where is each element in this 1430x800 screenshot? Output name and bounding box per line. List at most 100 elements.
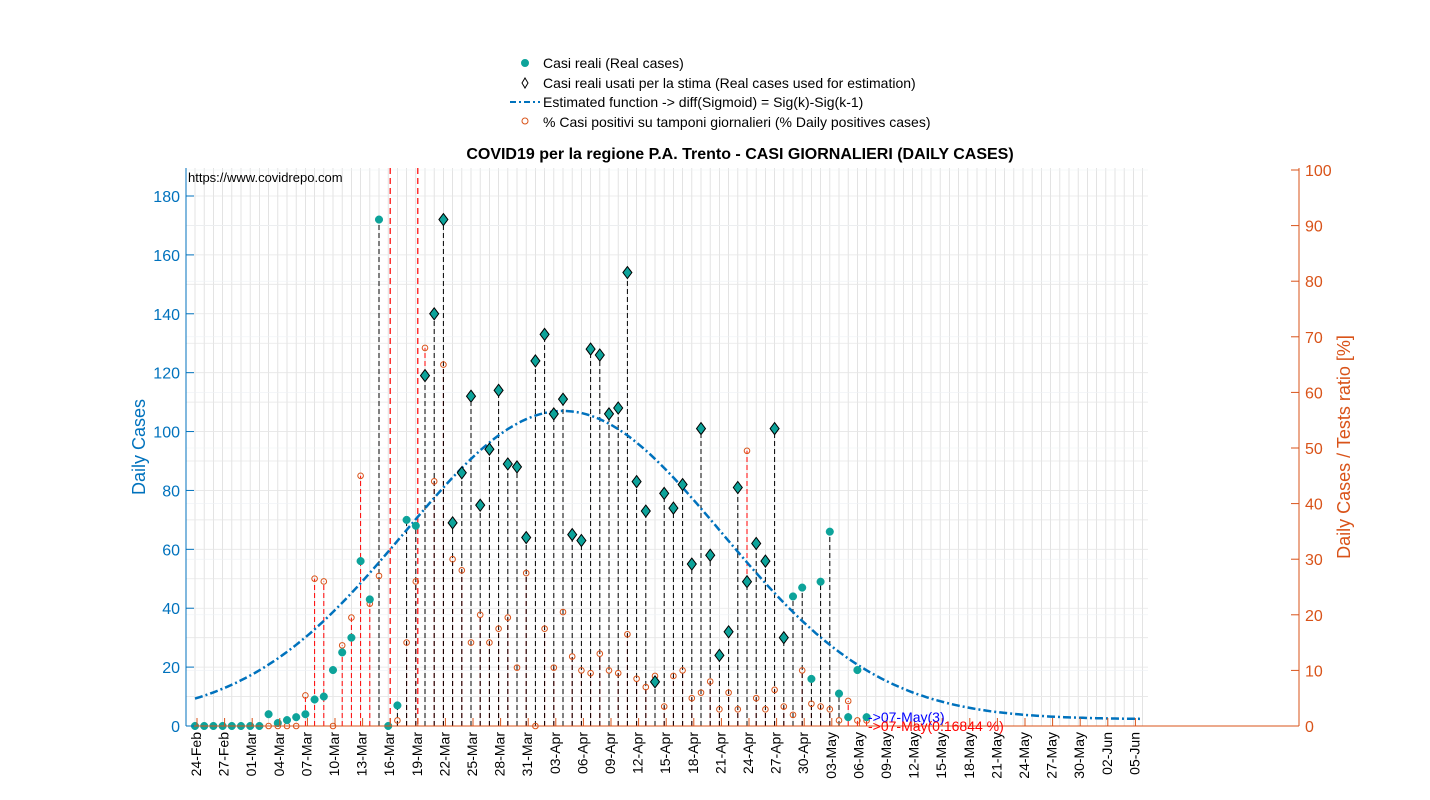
percent-point <box>403 639 410 646</box>
real-case-point <box>834 689 844 698</box>
x-tick-label: 21-Apr <box>712 732 728 774</box>
real-case-point <box>411 521 420 530</box>
x-tick-label: 09-May <box>878 732 894 779</box>
x-tick-label: 12-May <box>906 732 922 779</box>
x-tick-label: 27-Feb <box>216 732 232 777</box>
axes-layer <box>185 168 1300 727</box>
y-axis-label: Daily Cases <box>129 399 149 495</box>
y-tick-label: 60 <box>162 542 180 559</box>
legend-estimation-label: Casi reali usati per la stima (Real case… <box>543 75 916 91</box>
estimation-point <box>760 554 771 568</box>
y2-tick-label: 40 <box>1305 497 1323 514</box>
x-tick-label: 03-Apr <box>547 732 563 774</box>
x-tick-label: 25-Mar <box>464 732 480 777</box>
estimation-point <box>530 354 541 368</box>
percent-point <box>808 700 815 708</box>
x-tick-label: 28-Mar <box>492 732 508 777</box>
percent-point <box>578 667 585 674</box>
percent-point <box>624 630 631 638</box>
y2-tick-label: 60 <box>1305 385 1323 402</box>
estimation-point <box>493 383 504 398</box>
x-tick-label: 10-Mar <box>326 732 342 777</box>
estimation-point <box>640 504 651 518</box>
source-url: https://www.covidrepo.com <box>188 170 343 185</box>
y2-tick-label: 30 <box>1305 552 1323 569</box>
estimation-point <box>557 392 569 407</box>
real-case-point <box>328 666 338 675</box>
percent-point <box>486 639 493 646</box>
y2-tick-label: 20 <box>1305 608 1323 625</box>
legend-percent-marker <box>521 117 529 125</box>
real-case-point <box>862 713 871 722</box>
percent-point <box>642 683 650 691</box>
percent-point <box>550 664 558 671</box>
percent-point <box>697 689 705 696</box>
estimation-point <box>741 574 753 589</box>
percent-point <box>449 555 456 563</box>
percent-point <box>725 689 732 696</box>
percent-point <box>513 664 521 671</box>
real-case-point <box>319 692 328 701</box>
estimation-point <box>778 630 789 645</box>
percent-point <box>798 667 806 674</box>
estimation-point <box>668 501 679 515</box>
y-tick-label: 80 <box>162 483 180 500</box>
x-tick-label: 18-Apr <box>685 732 701 774</box>
estimation-point <box>567 527 578 542</box>
real-case-point <box>365 595 374 604</box>
percent-point <box>826 706 834 713</box>
x-tick-label: 04-Mar <box>271 732 287 777</box>
x-tick-label: 21-May <box>988 732 1004 779</box>
percent-point <box>430 478 438 485</box>
percent-point <box>375 572 383 580</box>
legend-real-cases-label: Casi reali (Real cases) <box>543 55 684 71</box>
estimation-point <box>732 480 743 495</box>
x-tick-label: 07-Mar <box>298 732 314 777</box>
real-case-point <box>292 713 301 722</box>
y2-tick-label: 0 <box>1305 719 1314 736</box>
estimation-point <box>511 460 523 474</box>
real-case-point <box>282 716 292 725</box>
legend: Casi reali (Real cases) Casi reali usati… <box>510 55 930 130</box>
x-tick-label: 22-Mar <box>436 732 452 777</box>
y2-tick-label: 10 <box>1305 663 1323 680</box>
percent-point <box>844 697 852 705</box>
estimation-point <box>659 486 670 501</box>
estimation-point <box>723 624 734 639</box>
percent-point <box>633 675 640 683</box>
percent-point <box>780 703 788 710</box>
percent-point <box>394 717 401 724</box>
real-case-point <box>798 583 807 592</box>
percent-point <box>752 694 760 702</box>
curve-layer <box>194 409 1143 721</box>
x-tick-label: 24-Feb <box>188 732 204 777</box>
x-tick-label: 01-Mar <box>243 732 259 777</box>
percent-point <box>476 611 484 619</box>
real-case-point <box>393 701 402 710</box>
percent-point <box>614 669 622 677</box>
y2-tick-label: 70 <box>1305 330 1323 347</box>
estimation-point <box>484 442 495 457</box>
percent-point <box>412 578 420 585</box>
percent-point <box>421 344 429 352</box>
estimation-point <box>465 389 477 404</box>
real-case-point <box>347 633 356 642</box>
percent-point <box>670 672 677 680</box>
percent-point <box>467 639 475 646</box>
y2-tick-label: 50 <box>1305 441 1323 458</box>
x-tick-label: 12-Apr <box>630 732 646 774</box>
real-case-point <box>825 527 834 536</box>
legend-function-label: Estimated function -> diff(Sigmoid) = Si… <box>543 94 863 110</box>
real-case-point <box>301 710 310 719</box>
estimation-point <box>438 212 449 227</box>
estimation-point <box>649 674 661 689</box>
estimation-point <box>539 327 550 342</box>
x-tick-label: 24-May <box>1016 732 1032 779</box>
estimation-point <box>447 515 458 530</box>
percent-point <box>771 686 778 694</box>
legend-estimation-marker <box>521 77 529 89</box>
y-tick-label: 140 <box>153 307 180 324</box>
real-case-point <box>310 695 319 704</box>
estimation-point <box>686 557 697 571</box>
real-case-point <box>807 674 816 683</box>
